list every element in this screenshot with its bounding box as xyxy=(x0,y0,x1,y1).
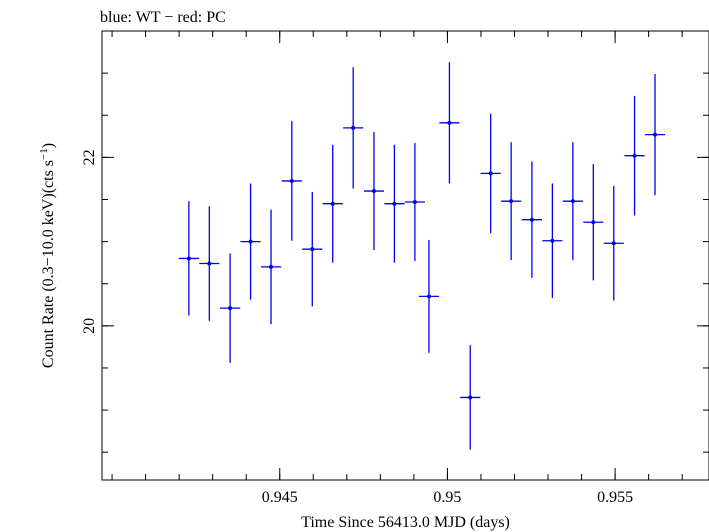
data-point xyxy=(603,186,624,301)
axis-ticks xyxy=(102,30,709,480)
point-marker xyxy=(426,294,431,299)
chart-header: blue: WT − red: PC xyxy=(100,9,226,26)
y-axis-label-close: ) xyxy=(40,143,57,148)
data-point xyxy=(260,209,282,325)
point-marker xyxy=(447,120,452,125)
data-point xyxy=(501,142,522,261)
point-marker xyxy=(468,395,473,400)
plot-frame xyxy=(101,30,709,481)
x-tick-label: 0.945 xyxy=(262,489,298,506)
data-point xyxy=(562,142,583,261)
point-marker xyxy=(488,171,493,176)
data-point xyxy=(439,62,460,184)
axis-tick-labels: 0.945 0.95 0.955 20 22 xyxy=(81,149,633,506)
point-marker xyxy=(632,153,637,158)
point-marker xyxy=(289,178,294,183)
point-marker xyxy=(412,200,417,205)
point-marker xyxy=(550,238,555,243)
data-point xyxy=(644,73,666,196)
data-point xyxy=(521,161,542,278)
y-axis-label-superscript: −1 xyxy=(38,148,50,160)
data-point xyxy=(384,144,405,263)
point-marker xyxy=(330,201,335,206)
data-point xyxy=(343,67,364,189)
point-marker xyxy=(509,199,514,204)
data-point xyxy=(460,345,481,450)
data-points xyxy=(178,62,666,450)
point-marker xyxy=(269,264,274,269)
data-point xyxy=(624,95,645,216)
point-marker xyxy=(351,125,356,130)
point-marker xyxy=(529,217,534,222)
point-marker xyxy=(186,256,191,261)
point-marker xyxy=(653,132,658,137)
point-marker xyxy=(371,189,376,194)
point-marker xyxy=(570,199,575,204)
data-point xyxy=(220,253,241,363)
data-point xyxy=(480,113,501,234)
point-marker xyxy=(228,306,233,311)
data-point xyxy=(404,143,425,261)
y-axis-label-main: Count Rate (0.3−10.0 keV)(cts s xyxy=(40,160,57,368)
data-point xyxy=(322,144,343,263)
y-axis-label: Count Rate (0.3−10.0 keV)(cts s−1) xyxy=(38,143,57,368)
data-point xyxy=(363,132,385,251)
data-point xyxy=(281,121,302,241)
data-point xyxy=(302,191,323,307)
point-marker xyxy=(611,241,616,246)
point-marker xyxy=(207,261,212,266)
y-tick-label: 20 xyxy=(81,318,98,334)
x-tick-label: 0.95 xyxy=(433,489,461,506)
x-tick-label: 0.955 xyxy=(597,489,633,506)
data-point xyxy=(418,239,440,353)
x-axis-label: Time Since 56413.0 MJD (days) xyxy=(301,514,510,531)
point-marker xyxy=(591,220,596,225)
data-point xyxy=(583,164,604,281)
point-marker xyxy=(248,239,253,244)
point-marker xyxy=(310,247,315,252)
point-marker xyxy=(392,201,397,206)
y-tick-label: 22 xyxy=(81,149,98,165)
data-point xyxy=(542,183,563,299)
data-point xyxy=(178,201,199,316)
data-point xyxy=(240,183,261,300)
data-point xyxy=(199,206,220,321)
